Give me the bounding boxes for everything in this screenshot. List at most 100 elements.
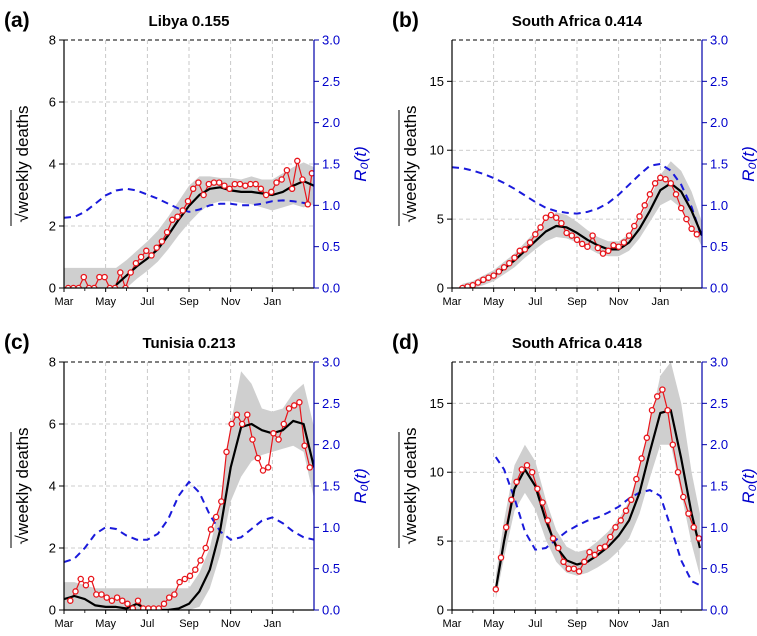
panel-label: (b): [392, 9, 419, 32]
observed-point: [296, 399, 303, 406]
observed-point: [513, 478, 520, 486]
observed-point: [607, 533, 614, 541]
observed-point: [667, 180, 675, 187]
y2-tick-label: 2.5: [710, 396, 728, 411]
observed-point: [160, 600, 168, 608]
observed-point: [495, 268, 503, 275]
y2-axis-label: R₀(t): [739, 468, 757, 504]
x-tick-label: Sep: [179, 296, 199, 308]
observed-point: [643, 434, 651, 442]
y2-tick-label: 2.0: [322, 115, 340, 130]
observed-point: [153, 244, 160, 251]
observed-point: [197, 557, 204, 564]
observed-point: [117, 269, 124, 276]
observed-point: [469, 281, 477, 288]
observed-point: [659, 386, 666, 393]
observed-point: [171, 591, 178, 598]
observed-point: [596, 544, 604, 552]
observed-point: [218, 498, 225, 505]
observed-point: [181, 575, 189, 583]
observed-point: [247, 180, 254, 188]
observed-point: [137, 253, 145, 261]
y-tick-label: 0: [49, 281, 56, 296]
y2-tick-label: 0.5: [322, 239, 340, 254]
y-tick-label: 10: [430, 465, 444, 480]
observed-point: [212, 513, 220, 521]
x-tick-label: Jul: [528, 296, 542, 308]
y2-axis-label: R₀(t): [351, 468, 370, 504]
y-axis-label: √weekly deaths: [13, 427, 32, 544]
observed-point: [690, 524, 697, 531]
observed-point: [497, 554, 505, 561]
observed-point: [165, 594, 173, 601]
observed-point: [169, 216, 176, 224]
observed-point: [242, 182, 249, 189]
observed-point: [578, 240, 586, 248]
y2-tick-label: 0.0: [322, 281, 340, 296]
observed-point: [552, 214, 560, 221]
observed-point: [143, 247, 150, 255]
panel-title: South Africa 0.418: [512, 335, 642, 352]
observed-point: [127, 269, 134, 276]
x-tick-label: Mar: [443, 618, 462, 630]
y-tick-label: 4: [49, 157, 56, 172]
confidence-band: [64, 371, 314, 610]
y2-tick-label: 3.0: [710, 355, 728, 370]
observed-point: [215, 179, 223, 186]
observed-point: [651, 180, 659, 187]
observed-point: [264, 464, 272, 471]
observed-point: [233, 411, 241, 418]
observed-point: [163, 228, 171, 236]
observed-point: [680, 493, 687, 501]
observed-point: [490, 272, 497, 279]
x-tick-label: Sep: [567, 618, 587, 630]
y2-tick-label: 2.5: [322, 396, 340, 411]
observed-point: [648, 406, 656, 414]
observed-point: [283, 166, 291, 174]
x-tick-label: May: [483, 296, 504, 308]
observed-point: [565, 565, 572, 572]
observed-point: [278, 176, 285, 183]
observed-point: [511, 254, 518, 261]
gridlines: [64, 362, 314, 610]
observed-point: [523, 462, 531, 469]
observed-point: [615, 243, 622, 250]
y2-tick-label: 1.5: [710, 157, 728, 172]
observed-point: [591, 551, 598, 559]
observed-point: [262, 191, 270, 199]
observed-point: [249, 436, 256, 443]
y-tick-label: 4: [49, 479, 56, 494]
observed-point: [108, 597, 116, 604]
observed-point: [124, 600, 131, 608]
x-tick-label: May: [95, 618, 116, 630]
y-tick-label: 10: [430, 143, 444, 158]
y-tick-label: 2: [49, 541, 56, 556]
observed-point: [270, 430, 277, 437]
observed-point: [221, 182, 228, 189]
observed-point: [532, 231, 539, 238]
observed-point: [485, 274, 492, 281]
observed-point: [586, 548, 593, 556]
observed-point: [223, 448, 230, 456]
observed-point: [502, 524, 510, 531]
observed-point: [669, 441, 677, 448]
observed-point: [672, 191, 680, 198]
x-tick-label: Jan: [263, 296, 281, 308]
observed-point: [195, 179, 202, 186]
y2-tick-label: 0.0: [322, 603, 340, 618]
x-tick-label: Nov: [221, 296, 241, 308]
observed-point: [119, 597, 126, 604]
gridlines: [452, 40, 702, 288]
x-tick-label: Nov: [609, 618, 629, 630]
observed-point: [662, 175, 669, 183]
observed-point: [179, 207, 187, 214]
y-tick-label: 15: [430, 396, 444, 411]
y-axis-label: √weekly deaths: [401, 105, 420, 222]
x-tick-label: Jul: [528, 618, 542, 630]
observed-point: [688, 225, 695, 233]
observed-point: [285, 405, 293, 412]
observed-point: [174, 213, 181, 220]
observed-point: [77, 575, 84, 583]
observed-point: [620, 239, 628, 246]
observed-point: [516, 247, 523, 255]
